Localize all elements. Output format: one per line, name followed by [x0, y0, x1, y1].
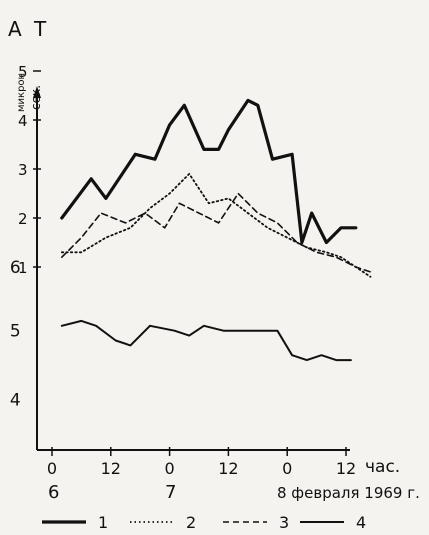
y-tick-label: 5	[18, 63, 28, 81]
x-day-label-7: 7	[165, 482, 176, 503]
y-tick-label: 1	[18, 259, 28, 277]
series-line-3	[60, 192, 372, 273]
legend-label-2: 2	[186, 513, 196, 532]
x-tick-label: 12	[218, 459, 238, 478]
series-line-2	[60, 172, 372, 278]
series-line-1	[60, 98, 358, 245]
series-annotation: 6	[10, 258, 21, 278]
chart-title: А T	[8, 17, 49, 41]
legend-label-1: 1	[98, 513, 108, 532]
axes	[33, 86, 350, 451]
series-line-4	[60, 319, 352, 362]
y-axis-label-top: микрон	[16, 73, 27, 112]
plot-area	[60, 98, 372, 362]
series-annotation: 4	[10, 390, 21, 410]
y-tick-label: 2	[18, 210, 28, 228]
x-tick-label: 0	[165, 459, 175, 478]
x-tick-label: 12	[336, 459, 356, 478]
x-day-label-6: 6	[48, 482, 59, 503]
legend-label-4: 4	[356, 513, 366, 532]
legend-label-3: 3	[279, 513, 289, 532]
x-tick-label: 12	[101, 459, 121, 478]
x-tick-label: 0	[282, 459, 292, 478]
y-axis-label-bottom: сек.	[29, 85, 43, 110]
series-annotation: 5	[10, 322, 21, 342]
y-tick-label: 4	[18, 112, 28, 130]
y-tick-label: 3	[18, 161, 28, 179]
x-tick-label: 0	[47, 459, 57, 478]
legend: 1 2 3 4	[42, 513, 366, 532]
x-axis-unit: час.	[365, 457, 400, 477]
y-axis-arrow	[33, 86, 41, 98]
x-day-label-8: 8 февраля 1969 г.	[277, 484, 420, 502]
